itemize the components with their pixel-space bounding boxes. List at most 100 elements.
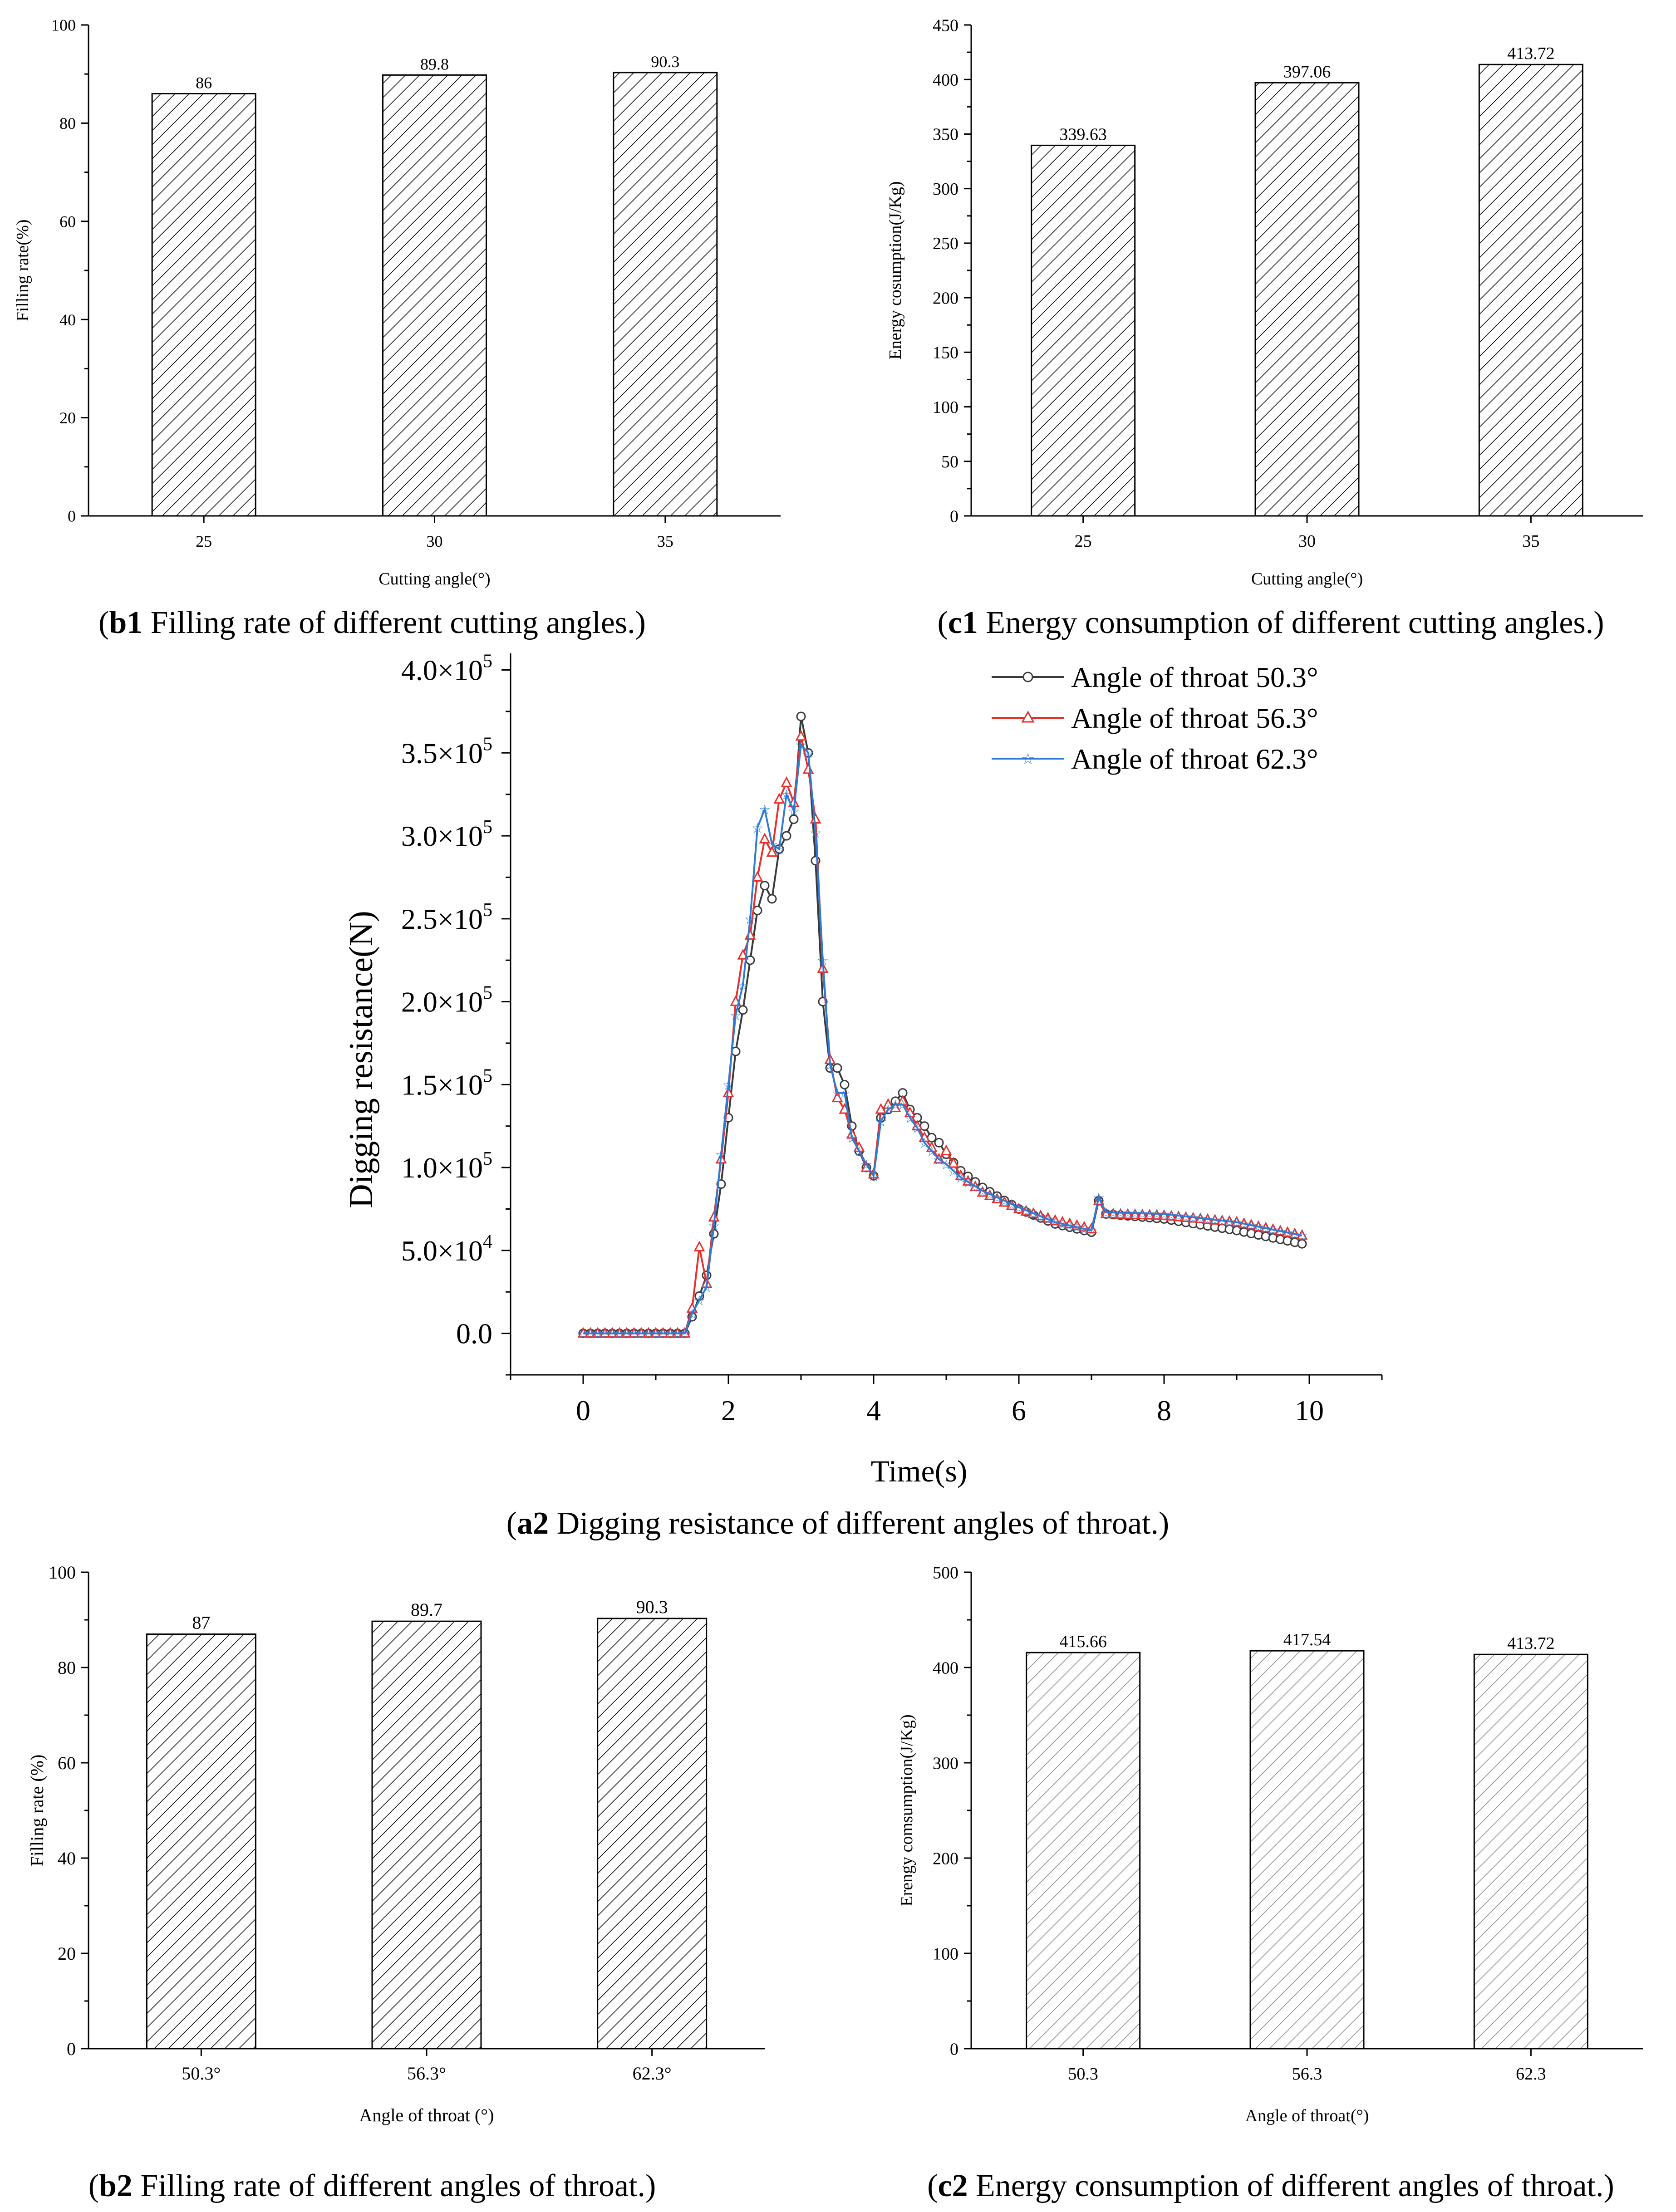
a2-point-series-2: ☆	[737, 978, 749, 994]
a2-point-series-2: ☆	[643, 1326, 655, 1342]
a2-point-series-2: ☆	[1165, 1207, 1178, 1223]
b1-caption: (b1 Filling rate of different cutting an…	[98, 605, 646, 640]
b1-y-tick-label: 100	[51, 16, 76, 34]
a2-point-series-1	[948, 1157, 959, 1168]
c1-caption: (c1 Energy consumption of different cutt…	[938, 605, 1604, 640]
c1-bar	[1478, 64, 1583, 517]
a2-point-series-1	[752, 871, 763, 882]
a2-point-series-2: ☆	[621, 1326, 633, 1342]
a2-point-series-2: ☆	[868, 1168, 880, 1184]
a2-point-series-2: ☆	[919, 1135, 931, 1151]
c1-x-tick-label: 35	[1522, 532, 1539, 551]
a2-y-tick-label: 5.0×104	[401, 1231, 492, 1267]
a2-point-series-2: ☆	[1194, 1211, 1207, 1227]
a2-point-series-2: ☆	[795, 737, 807, 753]
b2-x-axis-title: Angle of throat (°)	[359, 2105, 494, 2125]
a2-point-series-2: ☆	[1245, 1218, 1258, 1234]
a2-point-series-2: ☆	[577, 1326, 590, 1342]
b1-caption-id: b1	[109, 605, 143, 640]
legend-label-56-3: Angle of throat 56.3°	[1071, 702, 1318, 734]
b2-caption-text: Filling rate of different angles of thro…	[133, 2168, 645, 2203]
a2-caption-text: Digging resistance of different angles o…	[549, 1506, 1159, 1541]
a2-point-series-2: ☆	[715, 1147, 727, 1163]
a2-y-tick-label: 4.0×105	[401, 651, 492, 687]
c1-y-tick-label: 350	[933, 125, 958, 144]
a2-point-series-2: ☆	[853, 1144, 865, 1160]
c1-y-tick-label: 300	[933, 180, 958, 199]
a2-point-series-2: ☆	[1086, 1223, 1098, 1239]
a2-point-series-2: ☆	[1136, 1206, 1149, 1222]
b1-bar-value-label: 89.8	[420, 55, 449, 73]
a2-point-series-1	[1136, 1208, 1148, 1220]
a2-point-series-2: ☆	[810, 825, 822, 841]
a2-point-series-2: ☆	[955, 1170, 967, 1186]
c2-y-tick-label: 300	[933, 1754, 958, 1773]
b1-y-axis-title: Filling rate(%)	[13, 220, 32, 322]
legend-item-50-3: Angle of throat 50.3°	[992, 661, 1318, 693]
c1-y-tick-label: 250	[933, 234, 958, 253]
c1-x-tick-label: 30	[1298, 532, 1316, 551]
a2-point-series-2: ☆	[766, 837, 778, 853]
c2-bar	[1026, 1652, 1141, 2050]
c2-x-axis-title: Angle of throat(°)	[1245, 2106, 1369, 2125]
a2-caption: (a2 Digging resistance of different angl…	[506, 1506, 1169, 1541]
a2-point-series-2: ☆	[1151, 1207, 1163, 1222]
b2-plot: 0 20 40 60 80 100 87 50.3° 89.7 56.3° 90.3 62.3° Ang…	[27, 1562, 765, 2125]
a2-point-series-2: ☆	[1238, 1216, 1250, 1232]
a2-point-series-1	[1151, 1209, 1163, 1220]
a2-point-series-2: ☆	[817, 953, 829, 969]
a2-point-series-2: ☆	[744, 912, 757, 927]
a2-point-series-2: ☆	[904, 1110, 916, 1126]
a2-caption-id: a2	[517, 1506, 549, 1541]
a2-point-series-2: ☆	[926, 1144, 938, 1160]
a2-y-tick-label: 3.5×105	[401, 734, 492, 769]
a2-point-series-2: ☆	[664, 1326, 677, 1342]
a2-point-series-0	[840, 1079, 850, 1089]
a2-point-series-2: ☆	[693, 1293, 706, 1309]
b2-bar-value-label: 87	[192, 1613, 210, 1633]
b2-x-tick-label: 56.3°	[407, 2063, 446, 2084]
b2-bar-value-label: 89.7	[411, 1599, 442, 1620]
b1-x-tick-label: 35	[657, 532, 673, 550]
legend-label-62-3: Angle of throat 62.3°	[1071, 743, 1318, 775]
a2-y-tick-label: 0.0	[456, 1318, 492, 1350]
a2-point-series-2: ☆	[1129, 1206, 1141, 1222]
a2-point-series-2: ☆	[1100, 1205, 1112, 1221]
a2-y-tick-label: 2.0×105	[401, 983, 492, 1018]
c2-bar-value-label: 415.66	[1059, 1632, 1107, 1651]
a2-point-series-2: ☆	[1006, 1197, 1018, 1213]
b1-x-tick-label: 25	[196, 532, 212, 550]
a2-point-series-1	[1122, 1208, 1134, 1219]
a2-point-series-1	[766, 846, 778, 857]
c1-y-tick-label: 150	[933, 343, 958, 363]
a2-point-series-2: ☆	[1107, 1205, 1120, 1221]
a2-point-series-2: ☆	[722, 1077, 735, 1093]
b1-plot: 0 20 40 60 80 100 86 25 89.8 30 90.3 35 Cutting angl…	[13, 16, 781, 589]
b1-x-axis-title: Cutting angle(°)	[378, 569, 490, 589]
c2-caption-text: Energy consumption of different angles o…	[968, 2168, 1604, 2203]
a2-point-series-2: ☆	[1013, 1200, 1025, 1216]
a2-point-series-2: ☆	[1064, 1218, 1076, 1234]
a2-series-line-2	[583, 742, 1302, 1334]
a2-legend: Angle of throat 50.3° Angle of throat 56…	[992, 661, 1318, 775]
a2-point-series-2: ☆	[1180, 1209, 1192, 1225]
a2-point-series-1	[759, 833, 771, 844]
a2-point-series-2: ☆	[1224, 1214, 1236, 1230]
c1-caption-id: c1	[948, 605, 978, 640]
c1-y-tick-label: 400	[933, 71, 958, 90]
a2-point-series-2: ☆	[1057, 1216, 1069, 1232]
a2-point-series-2: ☆	[686, 1306, 698, 1322]
a2-point-series-2: ☆	[911, 1120, 924, 1136]
b1-x-tick-label: 30	[427, 532, 443, 550]
c2-bar-value-label: 413.72	[1507, 1634, 1555, 1653]
a2-y-tick-label: 1.5×105	[401, 1065, 492, 1101]
c2-bar-value-label: 417.54	[1283, 1630, 1331, 1649]
legend-item-56-3: Angle of throat 56.3°	[992, 702, 1318, 734]
c1-x-axis-title: Cutting angle(°)	[1251, 569, 1363, 589]
a2-point-series-2: ☆	[969, 1179, 982, 1195]
a2-point-series-2: ☆	[1173, 1208, 1185, 1224]
a2-x-tick-label: 0	[576, 1394, 590, 1427]
a2-point-series-2: ☆	[1296, 1228, 1308, 1244]
a2-point-series-2: ☆	[701, 1280, 713, 1295]
a2-point-series-0	[767, 894, 777, 904]
